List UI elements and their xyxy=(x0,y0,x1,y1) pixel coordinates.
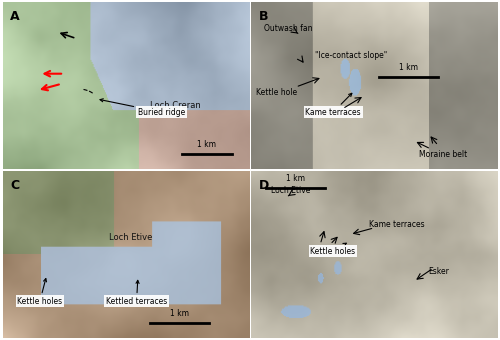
Text: Kame terraces: Kame terraces xyxy=(370,220,425,229)
Text: Loch Etive: Loch Etive xyxy=(109,233,152,242)
Text: Kettle holes: Kettle holes xyxy=(18,278,62,306)
Text: Loch Creran: Loch Creran xyxy=(150,101,200,110)
Text: Kettled terraces: Kettled terraces xyxy=(106,280,167,306)
Text: Loch Etive: Loch Etive xyxy=(271,186,310,196)
Text: Kame terraces: Kame terraces xyxy=(306,93,361,117)
Text: 1 km: 1 km xyxy=(198,140,216,149)
Text: Kettle hole: Kettle hole xyxy=(256,88,298,97)
Text: Esker: Esker xyxy=(428,267,450,276)
Text: B: B xyxy=(258,10,268,23)
Text: 1 km: 1 km xyxy=(286,173,305,183)
Text: "Ice-contact slope": "Ice-contact slope" xyxy=(316,51,388,60)
Text: 1 km: 1 km xyxy=(400,63,418,72)
Text: C: C xyxy=(10,179,19,192)
Text: Moraine belt: Moraine belt xyxy=(418,150,467,158)
Text: Kettle holes: Kettle holes xyxy=(310,243,356,256)
Text: Buried ridge: Buried ridge xyxy=(100,99,185,117)
Text: Outwash fan: Outwash fan xyxy=(264,24,312,33)
Text: A: A xyxy=(10,10,20,23)
Text: 1 km: 1 km xyxy=(170,309,190,318)
Text: D: D xyxy=(258,179,269,192)
